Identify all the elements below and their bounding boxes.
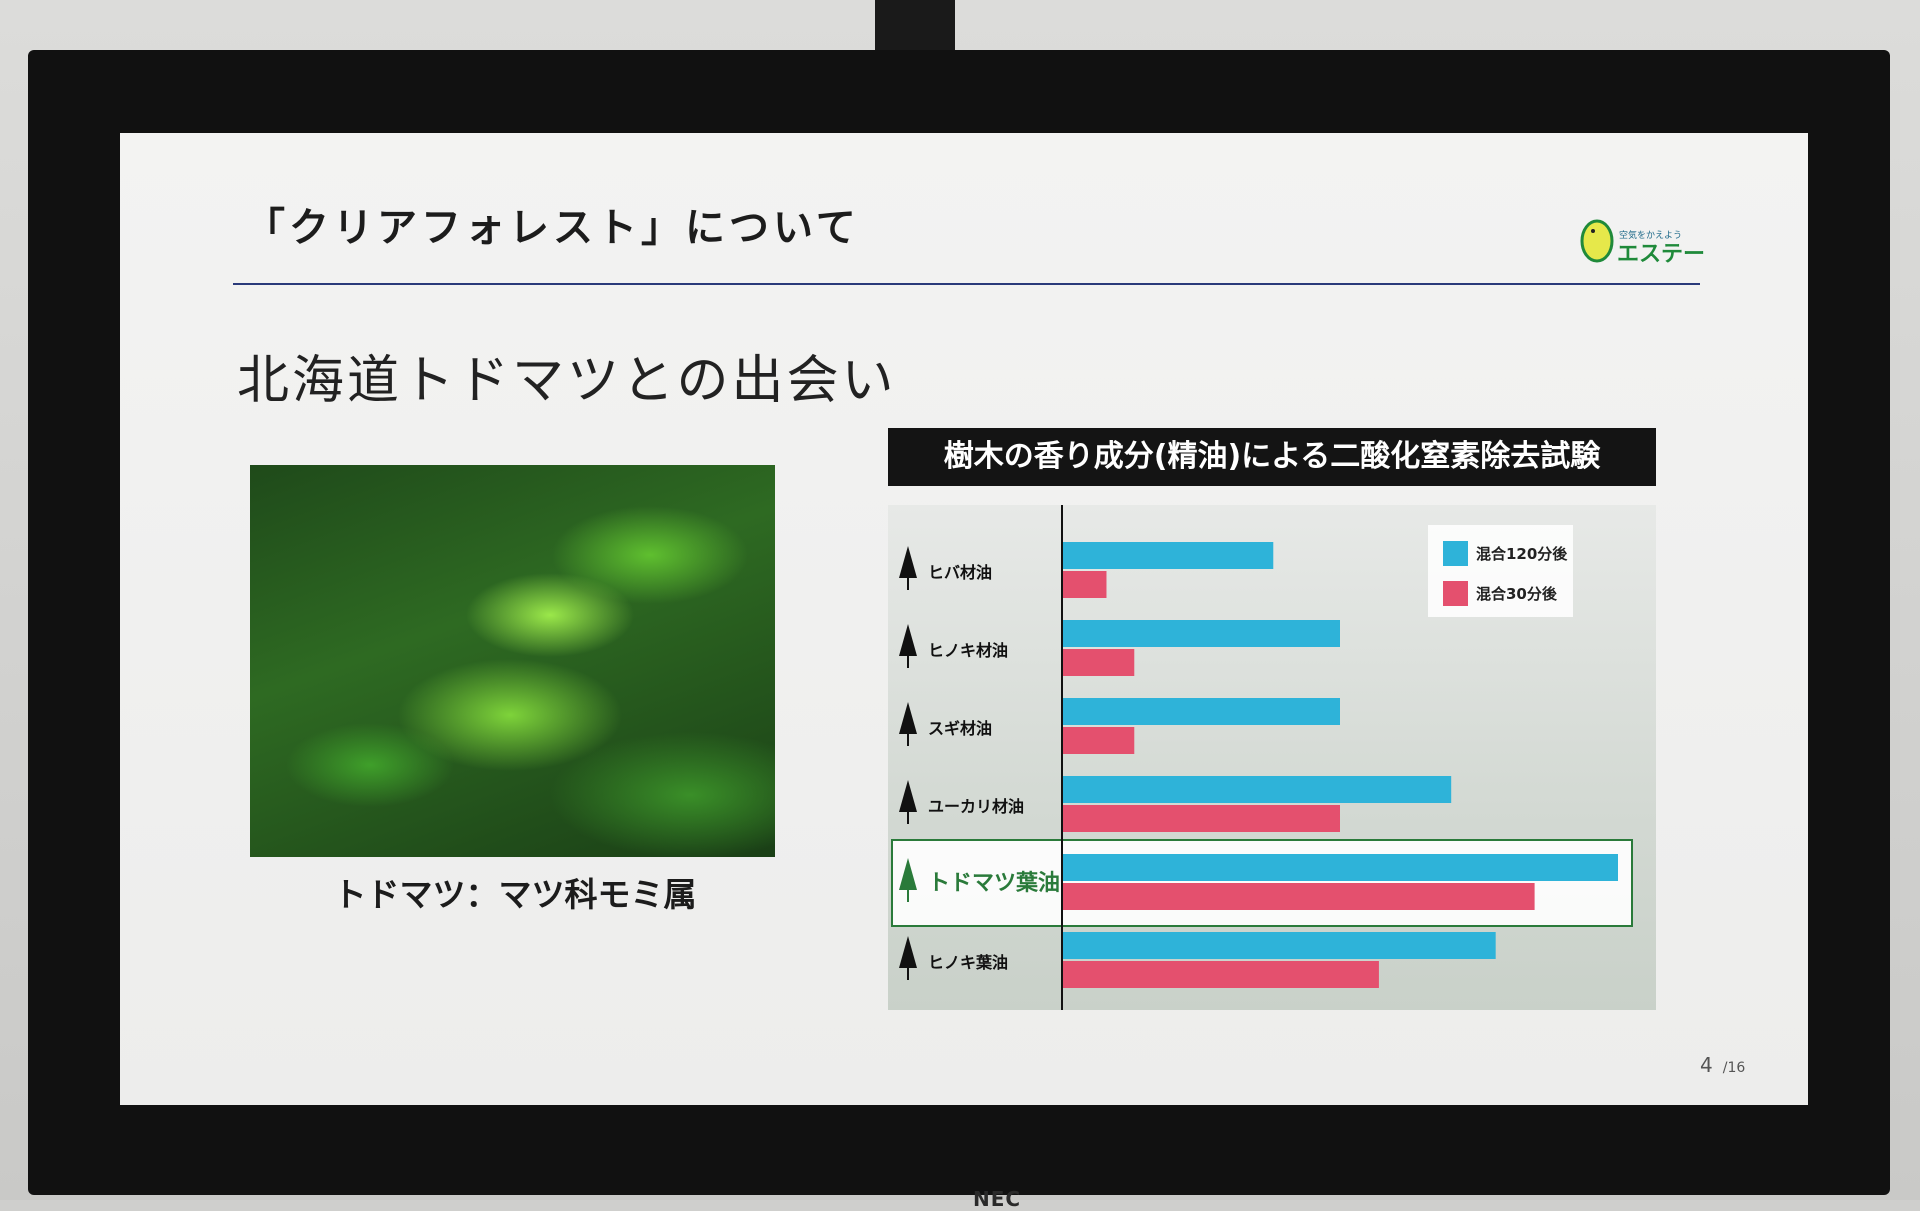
slide-title: 「クリアフォレスト」について — [245, 205, 860, 251]
title-underline — [233, 283, 1700, 285]
page-total: /16 — [1722, 1060, 1746, 1076]
legend-swatch — [1443, 581, 1468, 606]
bar-chart: ヒバ材油ヒノキ材油スギ材油ユーカリ材油トドマツ葉油ヒノキ葉油スギ葉油020406… — [891, 505, 1633, 1105]
category-label: ヒノキ葉油 — [928, 953, 1008, 972]
bar-120min — [1062, 854, 1618, 881]
category-label: トドマツ葉油 — [928, 871, 1060, 896]
page-current: 4 — [1700, 1053, 1713, 1077]
category-label: ヒノキ材油 — [928, 641, 1008, 660]
category-label: スギ材油 — [928, 719, 992, 738]
legend-swatch — [1443, 541, 1468, 566]
monitor-brand: NEC — [973, 1187, 1022, 1211]
bar-30min — [1062, 961, 1379, 988]
tree-icon — [899, 546, 917, 590]
bar-120min — [1062, 932, 1496, 959]
company-logo: 空気をかえよう エステー — [1580, 219, 1705, 267]
chart-area: ヒバ材油ヒノキ材油スギ材油ユーカリ材油トドマツ葉油ヒノキ葉油スギ葉油020406… — [888, 505, 1656, 1105]
section-heading: 北海道トドマツとの出会い — [237, 351, 897, 411]
chart-title: 樹木の香り成分(精油)による二酸化窒素除去試験 — [888, 428, 1656, 486]
tree-icon — [899, 780, 917, 824]
category-label: ヒバ材油 — [928, 563, 992, 582]
bar-120min — [1062, 698, 1340, 725]
category-label: ユーカリ材油 — [928, 797, 1024, 816]
legend-label: 混合120分後 — [1476, 545, 1568, 563]
tree-icon — [899, 858, 917, 902]
logo-tagline: 空気をかえよう — [1619, 229, 1682, 241]
tree-icon — [899, 624, 917, 668]
photo-caption: トドマツ：マツ科モミ属 — [333, 875, 697, 914]
bar-30min — [1062, 649, 1135, 676]
todomatsu-photo — [250, 465, 775, 857]
bar-120min — [1062, 776, 1452, 803]
bar-120min — [1062, 542, 1274, 569]
bar-30min — [1062, 571, 1107, 598]
slide: 「クリアフォレスト」について 空気をかえよう エステー 北海道トドマツとの出会い… — [120, 133, 1808, 1105]
bar-120min — [1062, 620, 1340, 647]
page-number: 4/16 — [1700, 1053, 1745, 1077]
tree-icon — [899, 702, 917, 746]
legend-label: 混合30分後 — [1476, 585, 1558, 603]
bar-30min — [1062, 727, 1135, 754]
logo-name: エステー — [1617, 242, 1705, 267]
bar-30min — [1062, 883, 1535, 910]
tree-icon — [899, 936, 917, 980]
bar-30min — [1062, 805, 1340, 832]
